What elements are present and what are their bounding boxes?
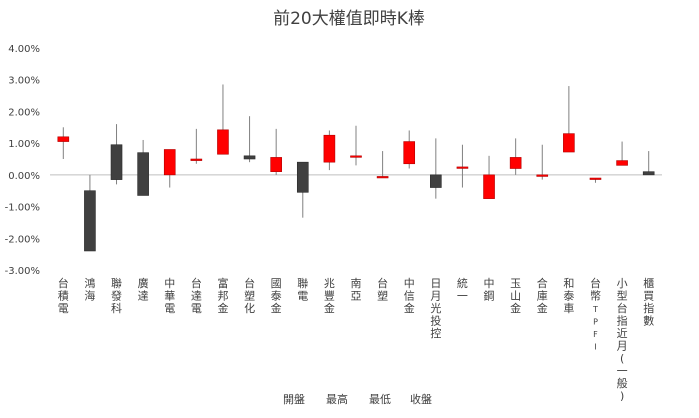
y-tick-label: 3.00% [8,76,40,87]
candle [403,130,416,169]
candle-body [563,133,575,153]
candle-body [403,141,416,165]
candle-body [509,157,522,169]
x-tick-label: 櫃買指數 [643,276,654,328]
y-tick-label: 0.00% [8,171,40,182]
candle [270,128,282,175]
y-tick-label: -1.00% [5,203,40,214]
x-tick-label: 兆豐金 [324,277,335,315]
candle [376,151,389,179]
candle-body [110,144,123,180]
candle [483,155,495,199]
candle [137,139,149,196]
y-tick-label: 2.00% [8,107,40,118]
candle [57,127,70,159]
candle [589,177,602,183]
candle [430,138,442,199]
candle-body [642,171,655,176]
candle [563,86,575,153]
candle-body [483,174,495,199]
x-tick-label: 台塑化 [244,276,255,315]
x-tick-label: 和泰車 [563,277,574,315]
candle [350,125,362,166]
x-tick-label: 廣達 [138,276,149,303]
y-tick-label: -3.00% [5,266,40,277]
x-tick-label: 中華電 [164,277,175,315]
candle [296,161,309,218]
x-tick-label: 台塑 [377,276,388,303]
candle-body [84,190,96,252]
candle-body [296,161,309,193]
x-tick-label: 聯發科 [111,277,122,315]
candle [616,141,628,166]
legend-item: 收盤 [410,392,432,406]
x-tick-label: 玉山金 [510,277,521,315]
x-tick-label: 中信金 [404,277,415,315]
candle-body [536,174,549,177]
candle [110,124,123,185]
candle [163,149,176,188]
candle [323,130,336,171]
x-tick-label: 南亞 [351,277,362,303]
candle [456,144,469,188]
candle-body [190,158,203,161]
legend-item: 最高 [326,392,348,406]
x-tick-label: 統一 [457,276,468,303]
x-tick-label: 中鋼 [484,277,495,303]
x-tick-label: 鴻海 [84,276,95,303]
x-tick-label: 台積電 [58,276,69,315]
candle-body [616,160,628,166]
candle [190,128,203,164]
candle-body [589,177,602,180]
candle-body [243,155,256,160]
candle-body [137,152,149,196]
x-tick-label: 日月光投控 [430,277,441,340]
candle [509,138,522,175]
x-tick-label: 富邦金 [217,276,228,315]
candle [84,174,96,252]
x-tick-label: 國泰金 [271,277,282,315]
y-tick-label: 4.00% [8,44,40,55]
candle-body [376,176,389,179]
chart-title: 前20大權值即時K棒 [273,9,425,29]
candle-body [217,129,229,155]
candle-body [163,149,176,176]
candle-body [456,166,469,169]
legend-item: 最低 [369,393,391,406]
y-tick-label: -2.00% [5,234,40,245]
candle [217,84,229,155]
y-tick-label: 1.00% [8,139,40,150]
candle-body [350,155,362,158]
x-tick-label: 台達電 [191,276,202,315]
candle [243,116,256,163]
candle-body [323,134,336,163]
x-tick-label: 台幣 T P F I [590,276,601,352]
x-tick-label: 小型台指近月(一般) [617,277,628,403]
x-tick-label: 聯電 [297,277,308,303]
candle [536,144,549,180]
legend-item: 開盤 [283,393,305,406]
candle-body [57,136,70,142]
x-tick-label: 合庫金 [537,276,548,315]
candle-body [430,174,442,188]
candle [642,151,655,176]
candle-body [270,157,282,172]
